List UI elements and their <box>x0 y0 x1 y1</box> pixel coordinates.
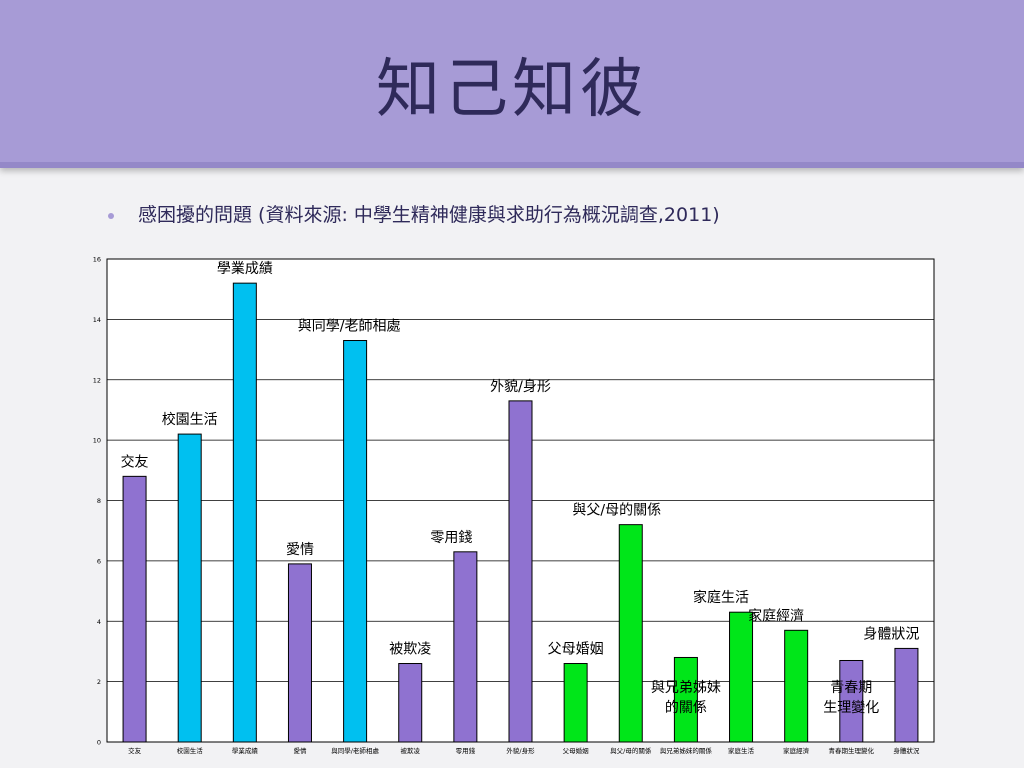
y-tick-label: 2 <box>97 678 101 686</box>
bar <box>287 563 312 743</box>
y-tick-label: 4 <box>97 618 101 626</box>
x-tick-label: 父母婚姻 <box>563 746 590 755</box>
bar <box>398 663 423 743</box>
bar-data-label: 學業成績 <box>217 261 273 277</box>
bar-data-label: 家庭經濟 <box>748 607 804 624</box>
bar-data-label: 校園生活 <box>162 411 218 428</box>
bar-data-label: 外貌/身形 <box>490 379 551 395</box>
y-tick-label: 12 <box>93 376 101 384</box>
x-tick-label: 身體狀況 <box>893 746 920 755</box>
bar-data-label: 與同學/老師相處 <box>298 319 401 335</box>
bar <box>453 551 478 743</box>
bar <box>839 659 864 743</box>
title-banner: 知己知彼 <box>0 0 1024 168</box>
x-tick-label: 家庭經濟 <box>783 746 810 755</box>
bar-data-label: 與兄弟姊妹 <box>651 680 721 696</box>
bar-data-label: 父母婚姻 <box>548 642 604 658</box>
bar-data-label: 生理變化 <box>823 700 879 716</box>
bar <box>508 400 533 743</box>
bar <box>177 433 202 743</box>
x-tick-label: 與兄弟姊妹的關係 <box>660 746 713 755</box>
x-tick-label: 與同學/老師相處 <box>331 746 379 755</box>
bar <box>232 282 257 743</box>
bar <box>563 663 588 743</box>
bar <box>673 656 698 743</box>
bar-data-label: 青春期 <box>830 680 872 696</box>
y-tick-label: 16 <box>93 256 101 264</box>
bullet-text: 感困擾的問題 (資料來源: 中學生精神健康與求助行為概況調查,2011) <box>138 204 720 226</box>
x-tick-label: 零用錢 <box>456 746 476 755</box>
x-tick-label: 被欺凌 <box>400 746 420 755</box>
x-tick-label: 外貌/身形 <box>506 746 535 755</box>
bar-data-label: 的關係 <box>665 700 707 716</box>
bar <box>343 340 368 743</box>
x-tick-label: 家庭生活 <box>728 746 755 755</box>
bullet-dot-icon <box>108 212 114 219</box>
x-tick-label: 與父/母的關係 <box>610 746 652 755</box>
bar-data-label: 愛情 <box>286 542 314 558</box>
y-tick-label: 10 <box>93 437 101 445</box>
bar <box>122 475 147 743</box>
bar-data-label: 被欺凌 <box>389 642 431 658</box>
slide-title: 知己知彼 <box>376 53 648 127</box>
bar <box>729 611 754 743</box>
y-tick-label: 14 <box>93 316 101 324</box>
bar-data-label: 與父/母的關係 <box>572 503 661 519</box>
bar <box>784 629 809 743</box>
bar-data-label: 身體狀況 <box>863 626 919 642</box>
bullet-line: 感困擾的問題 (資料來源: 中學生精神健康與求助行為概況調查,2011) <box>108 200 720 227</box>
x-tick-label: 學業成績 <box>232 746 259 755</box>
bar-data-label: 家庭生活 <box>693 589 749 606</box>
bar <box>618 524 643 743</box>
y-tick-label: 0 <box>97 739 101 747</box>
bar-data-label: 零用錢 <box>430 529 472 546</box>
y-tick-label: 8 <box>97 497 101 505</box>
y-tick-label: 6 <box>97 557 101 565</box>
x-tick-label: 愛情 <box>293 746 307 755</box>
bar-data-label: 交友 <box>121 453 149 470</box>
bar <box>894 647 919 743</box>
x-tick-label: 青春期生理變化 <box>829 746 875 755</box>
x-tick-label: 交友 <box>128 746 142 755</box>
x-tick-label: 校園生活 <box>177 746 204 755</box>
